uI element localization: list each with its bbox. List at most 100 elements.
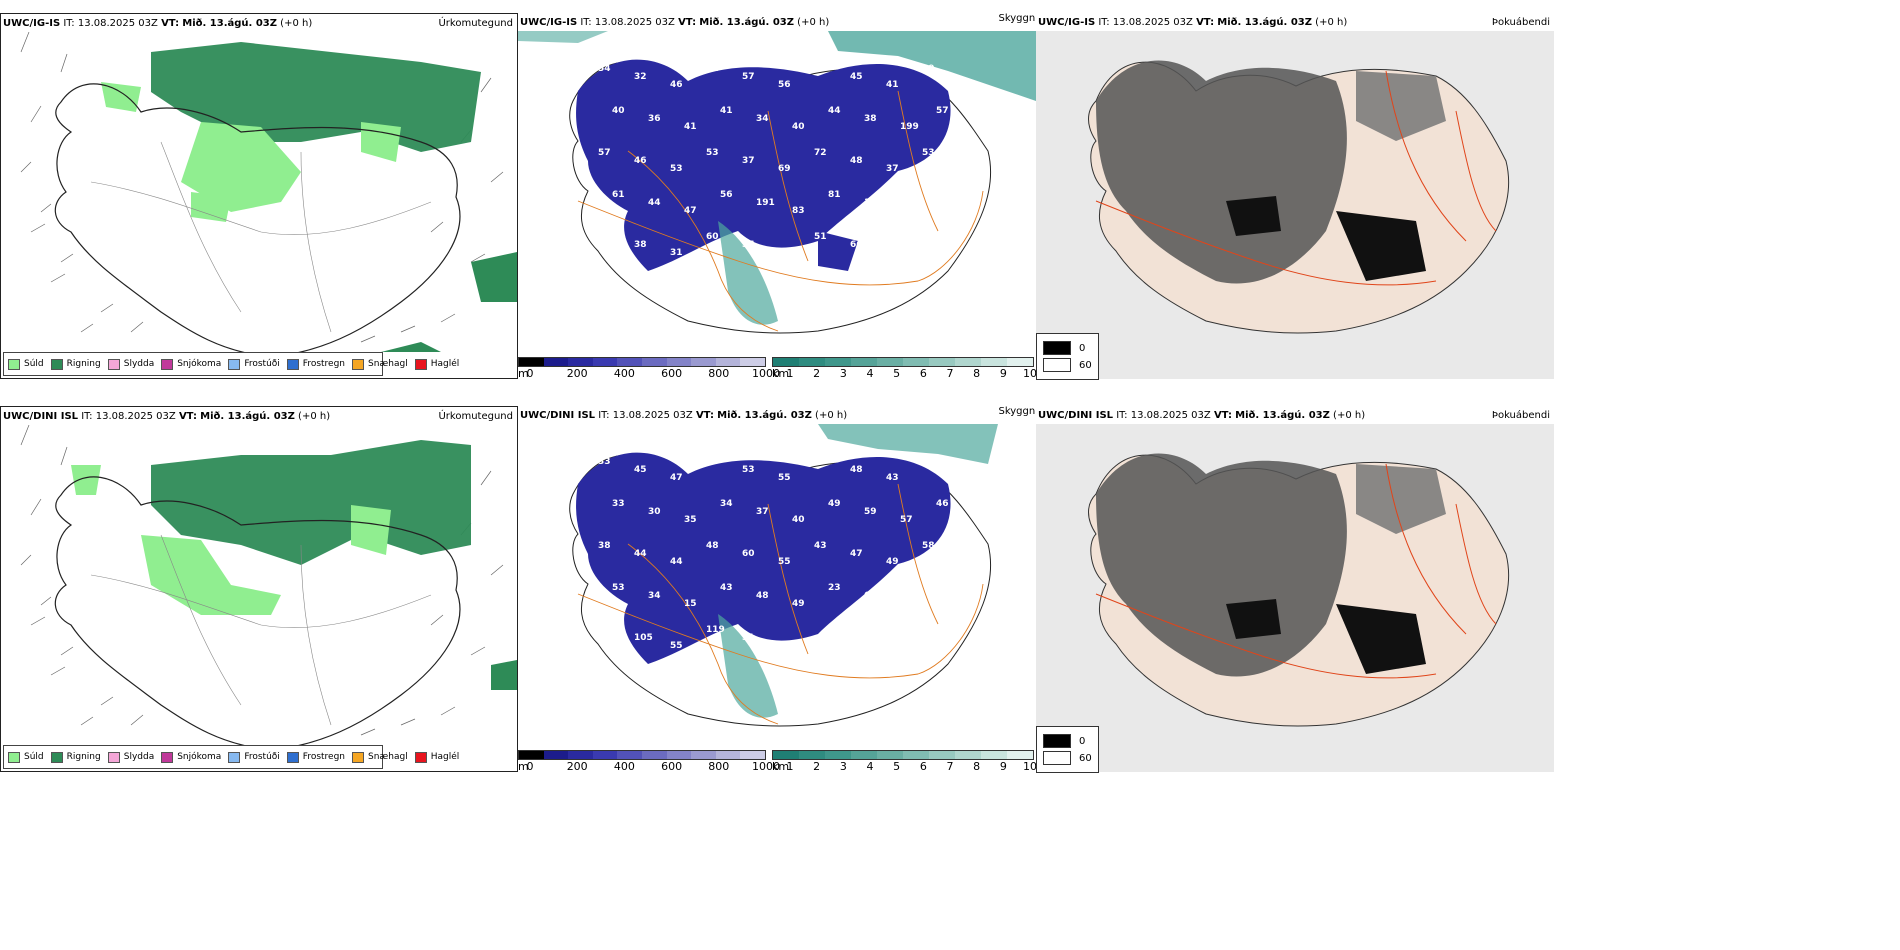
roads xyxy=(90,141,432,333)
legend-label: Frostregn xyxy=(302,752,346,762)
cloud-base-value: 60 xyxy=(742,549,755,559)
cloud-base-value: 41 xyxy=(720,106,733,116)
colorbar-tick: 10 xyxy=(1023,760,1037,773)
fog-key-label: 60 xyxy=(1079,752,1092,764)
cloud-base-value: 57 xyxy=(598,148,611,158)
cloudbase-colorbar xyxy=(518,750,766,760)
colorbar-tick: 6 xyxy=(919,760,927,773)
roads xyxy=(1095,463,1497,679)
cloud-base-value: 48 xyxy=(850,156,863,166)
colorbar-tick: 6 xyxy=(919,367,927,380)
colorbar-tick: 4 xyxy=(866,367,874,380)
panel-header: UWC/IG-IS IT: 13.08.2025 03Z VT: Mið. 13… xyxy=(520,17,830,28)
colorbar-tick: 400 xyxy=(613,367,635,380)
cloud-base-value: 46 xyxy=(670,80,683,90)
colorbar-tick: 800 xyxy=(708,760,730,773)
colorbar-tick: 200 xyxy=(566,367,588,380)
panel-title: Skyggni xyxy=(998,13,1038,24)
colorbar-segment xyxy=(903,358,929,366)
fog-key: 0 60 xyxy=(1036,333,1099,380)
colorbar-segment xyxy=(641,751,667,759)
cloud-base-value: 84 xyxy=(886,248,899,258)
legend-label: Súld xyxy=(24,359,44,369)
legend-swatch xyxy=(50,751,63,763)
colorbar-segment xyxy=(955,751,981,759)
cloud-base-value: 43 xyxy=(814,541,827,551)
cloud-base-value: 37 xyxy=(742,156,755,166)
panel-header: UWC/IG-IS IT: 13.08.2025 03Z VT: Mið. 13… xyxy=(1038,17,1348,28)
colorbar-segment xyxy=(773,751,799,759)
roads xyxy=(90,534,432,726)
colorbar-tick: 9 xyxy=(999,367,1007,380)
colorbar-tick: 5 xyxy=(893,367,901,380)
legend-label: Slydda xyxy=(123,752,155,762)
cloud-base-value: 38 xyxy=(598,541,611,551)
legend-swatch xyxy=(8,358,20,370)
colorbar-tick: 4 xyxy=(866,760,874,773)
colorbar-tick: 600 xyxy=(661,760,683,773)
legend-item: Súld xyxy=(8,751,44,763)
cloud-base-value: 43 xyxy=(886,473,899,483)
cloud-base-value: 38 xyxy=(864,114,877,124)
cloud-base-value: 48 xyxy=(756,591,769,601)
cloud-base-value: 69 xyxy=(778,164,791,174)
cloud-base-labels: 54 32 46 42 57 56 51 45 41 39 40 36 41 41 34 40 44 38 199 5… xyxy=(598,64,949,258)
cloud-base-value: 55 xyxy=(670,641,683,651)
cloud-base-value: 18 xyxy=(900,599,913,609)
cloud-base-value: 57 xyxy=(936,106,949,116)
cloud-base-value: 40 xyxy=(612,106,625,116)
colorbar-segment xyxy=(592,358,618,366)
cloud-base-value: 32 xyxy=(634,72,647,82)
colorbar-segment xyxy=(981,358,1007,366)
panel-title: Úrkomutegund xyxy=(438,18,513,29)
cloud-base-value: 119 xyxy=(706,625,725,635)
iceland-coast xyxy=(54,83,461,352)
cloud-base-value: 31 xyxy=(742,633,755,643)
cloud-base-value: 31 xyxy=(670,248,683,258)
cloud-base-value: 45 xyxy=(850,72,863,82)
cloud-base-value: 57 xyxy=(742,72,755,82)
legend-label: Haglél xyxy=(430,359,460,369)
legend-swatch xyxy=(107,358,120,370)
cloud-base-value: 44 xyxy=(670,557,683,567)
cloud-base-value: 49 xyxy=(792,599,805,609)
legend-swatch xyxy=(414,751,427,763)
legend-swatch xyxy=(50,358,63,370)
colorbar-tick: 2 xyxy=(813,760,821,773)
fog-key-swatch xyxy=(1043,734,1071,748)
legend-label: Rigning xyxy=(66,359,101,369)
legend-swatch xyxy=(286,358,299,370)
cloud-base-value: 38 xyxy=(778,641,791,651)
cloudbase-colorbar xyxy=(518,357,766,367)
precip-map xyxy=(20,32,517,352)
colorbar-segment xyxy=(641,358,667,366)
colorbar-segment xyxy=(715,751,741,759)
legend-label: Snæhagl xyxy=(368,359,408,369)
colorbar-segment xyxy=(740,751,765,759)
legend-label: Slydda xyxy=(123,359,155,369)
colorbar-tick: 1 xyxy=(786,760,794,773)
legend-item: Snjókoma xyxy=(161,358,221,370)
legend-label: Frostúði xyxy=(244,752,280,762)
cloud-base-value: 53 xyxy=(612,583,625,593)
colorbar-segment xyxy=(1007,751,1033,759)
legend-swatch xyxy=(414,358,427,370)
colorbar-segment xyxy=(773,358,799,366)
visibility-colorbar xyxy=(772,750,1034,760)
legend-swatch xyxy=(228,751,241,763)
colorbar-segment xyxy=(929,751,955,759)
colorbar-segment xyxy=(825,358,851,366)
colorbar-segment xyxy=(666,358,692,366)
panel-title: Þokuábendi xyxy=(1491,17,1550,28)
cloud-base-value: 191 xyxy=(756,198,775,208)
colorbar-tick: 2 xyxy=(813,367,821,380)
colorbar-tick: 0 xyxy=(526,367,534,380)
colorbar-tick: 800 xyxy=(708,367,730,380)
legend-item: Frostúði xyxy=(228,358,280,370)
legend-label: Frostregn xyxy=(302,359,346,369)
precip-legend: Súld Rigning Slydda Snjókoma Frostúði Frostre… xyxy=(3,745,459,769)
legend-item: Haglél xyxy=(414,751,459,763)
fog-key-swatch xyxy=(1043,358,1071,372)
cloud-base-value: 37 xyxy=(886,164,899,174)
cloud-base-value: 41 xyxy=(814,457,827,467)
